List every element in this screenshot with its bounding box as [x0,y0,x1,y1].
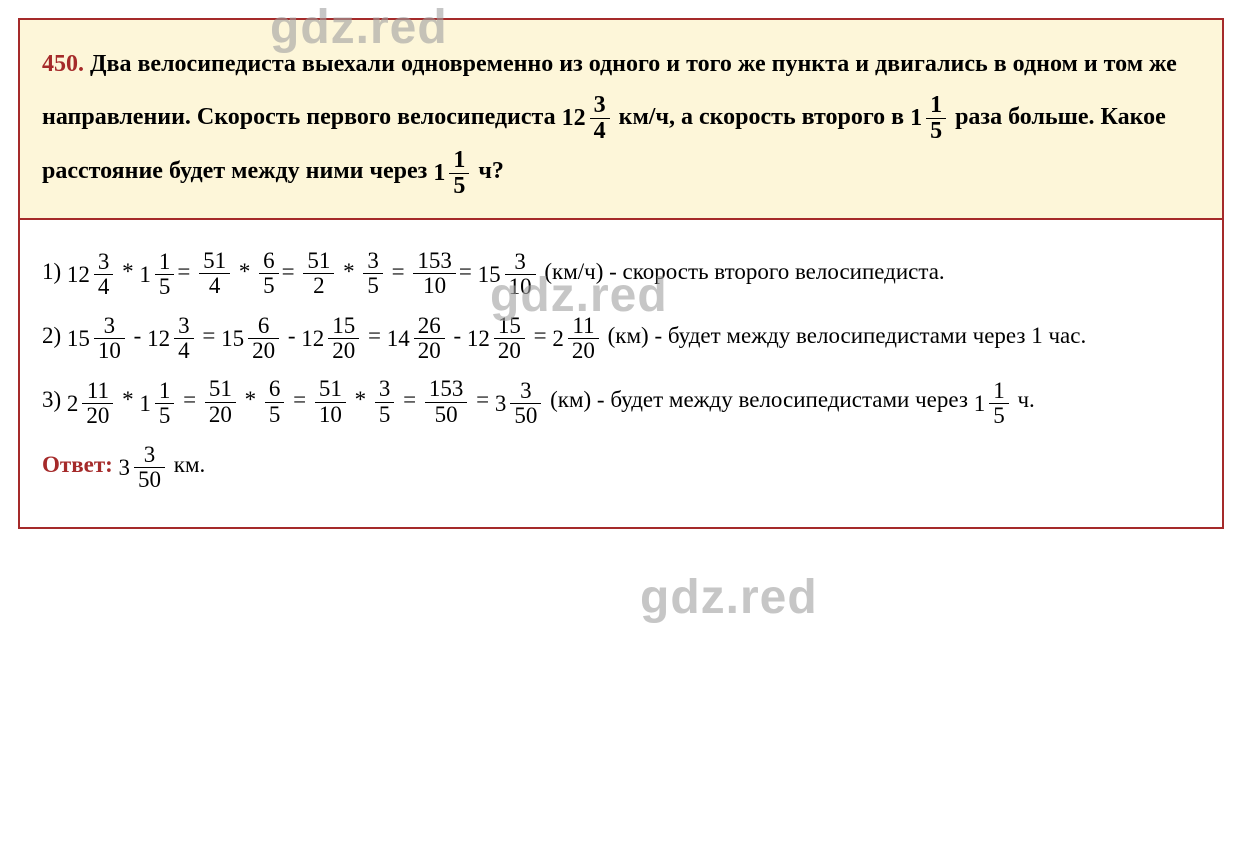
time-mixed: 115 [433,146,472,200]
problem-number: 450. [42,51,84,77]
problem-text-4: ч? [472,158,504,184]
problem-text-2: км/ч, а скорость второго в [613,104,910,130]
speed1-mixed: 1234 [562,91,613,145]
watermark-text: gdz.red [640,570,818,625]
solution-box: 1) 1234 * 115= 514 * 65= 512 * 35 = 1531… [20,220,1222,528]
step-2: 2) 15310 - 1234 = 15620 - 121520 = 14262… [42,308,1200,366]
answer-label: Ответ: [42,452,119,477]
step-3: 3) 21120 * 115 = 5120 * 65 = 5110 * 35 =… [42,372,1200,430]
problem-box: 450. Два велосипедиста выехали одновреме… [20,20,1222,220]
document-frame: 450. Два велосипедиста выехали одновреме… [18,18,1224,529]
step-1: 1) 1234 * 115= 514 * 65= 512 * 35 = 1531… [42,244,1200,302]
factor-mixed: 115 [910,91,949,145]
answer-line: Ответ: 3350 км. [42,437,1200,495]
answer-value: 3350 [119,438,169,495]
